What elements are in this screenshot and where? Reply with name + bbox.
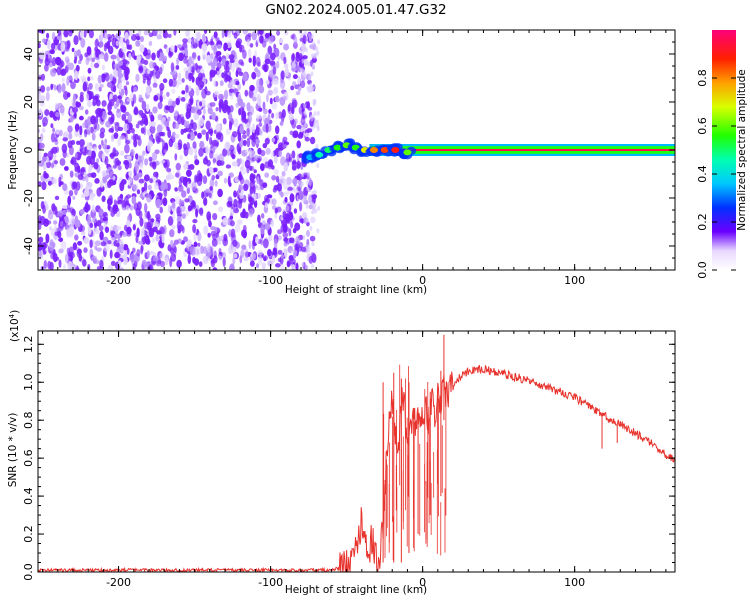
- carrier-band: [369, 144, 675, 156]
- snr-xtick-label: -100: [258, 576, 283, 589]
- colorbar-tick-label: 0.8: [696, 69, 709, 87]
- snr-multiplier-base: (x10: [9, 318, 21, 342]
- colorbar-tick-label: 0.2: [696, 213, 709, 231]
- spectrogram-xtick-label: -100: [258, 274, 283, 287]
- snr-multiplier-exp: 4: [8, 313, 16, 318]
- snr-line: [38, 364, 675, 572]
- spectrogram-ytick-label: 40: [22, 47, 35, 61]
- colorbar-ticks: 0.0 0.2 0.4 0.6 0.8: [696, 69, 736, 279]
- noise-region: [38, 30, 321, 270]
- snr-ytick-label: 0.2: [22, 525, 35, 543]
- colorbar: 0.0 0.2 0.4 0.6 0.8 Normalized spectral ampl…: [696, 30, 748, 279]
- snr-ytick-label: 1.0: [22, 373, 35, 391]
- snr-xtick-label: -200: [106, 576, 131, 589]
- snr-frame: [37, 330, 676, 573]
- snr-ytick-label: 0.4: [22, 487, 35, 505]
- signal-point: [398, 146, 417, 160]
- colorbar-tick-label: 0.0: [696, 261, 709, 279]
- spectrogram-xtick-label: 0: [419, 274, 426, 287]
- spectrogram-xtick-label: -200: [106, 274, 131, 287]
- spectrogram-marks: [38, 30, 675, 270]
- snr-axes: -200 -100 0 100 0.0 0.2 0.4 0.6 0.8 1.0 1.2: [22, 331, 675, 589]
- spectrogram-ylabel: Frequency (Hz): [7, 110, 19, 189]
- spectrogram-ytick-label: 0: [22, 147, 35, 154]
- figure-title: GN02.2024.005.01.47.G32: [265, 2, 446, 18]
- spectrogram-ytick-label: 20: [22, 95, 35, 109]
- snr-ytick-label: 0.8: [22, 411, 35, 429]
- signal-track: [301, 138, 417, 164]
- snr-ytick-label: 0.0: [22, 563, 35, 581]
- colorbar-tick-label: 0.4: [696, 165, 709, 183]
- snr-xtick-label: 100: [564, 576, 585, 589]
- snr-multiplier: (x104): [8, 310, 21, 342]
- snr-xlabel: Height of straight line (km): [285, 584, 427, 596]
- snr-panel: -200 -100 0 100 0.0 0.2 0.4 0.6 0.8 1.0 1.2 Height…: [7, 310, 676, 596]
- spectrogram-ytick-label: -40: [22, 237, 35, 255]
- snr-ylabel: SNR (10 * v/v): [7, 413, 19, 488]
- snr-ytick-label: 0.6: [22, 449, 35, 467]
- spectrogram-ytick-label: -20: [22, 189, 35, 207]
- snr-marks: [38, 334, 675, 572]
- snr-xtick-label: 0: [419, 576, 426, 589]
- spectrogram-xtick-label: 100: [564, 274, 585, 287]
- snr-ytick-label: 1.2: [22, 336, 35, 354]
- colorbar-label: Normalized spectral amplitude: [736, 69, 748, 230]
- colorbar-tick-label: 0.6: [696, 117, 709, 135]
- spectrogram-xlabel: Height of straight line (km): [285, 284, 427, 296]
- colorbar-gradient: [712, 30, 736, 270]
- signal-point: [311, 148, 329, 161]
